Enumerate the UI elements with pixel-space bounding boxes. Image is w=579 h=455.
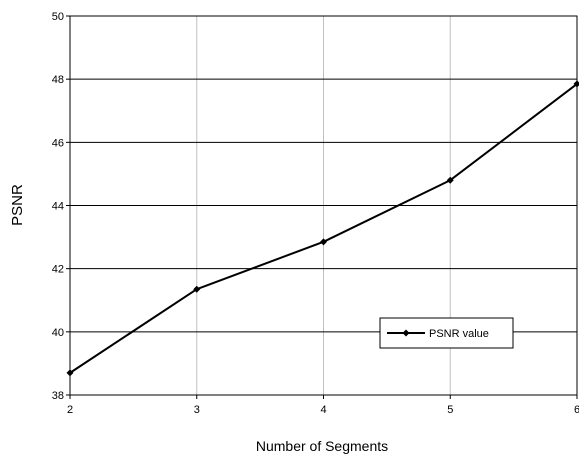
x-tick-label-4: 4 bbox=[320, 404, 326, 416]
data-point-5 bbox=[446, 176, 454, 184]
legend-marker bbox=[402, 329, 410, 337]
data-point-2 bbox=[66, 369, 74, 377]
legend: PSNR value bbox=[379, 317, 514, 349]
x-tick-label-6: 6 bbox=[574, 404, 579, 416]
x-tick-label-5: 5 bbox=[447, 404, 453, 416]
data-point-6 bbox=[573, 80, 579, 88]
y-tick-label-46: 46 bbox=[52, 137, 64, 149]
y-tick-label-38: 38 bbox=[52, 390, 64, 402]
grid-layer bbox=[70, 16, 577, 395]
y-tick-label-50: 50 bbox=[52, 11, 64, 23]
data-point-4 bbox=[320, 238, 327, 246]
y-axis-title: PSNR bbox=[9, 184, 26, 226]
y-tick-label-44: 44 bbox=[52, 201, 64, 213]
y-axis-tick-labels: 38 40 42 44 46 48 50 bbox=[52, 11, 70, 402]
x-axis-title: Number of Segments bbox=[256, 438, 388, 454]
series-layer bbox=[66, 80, 579, 377]
data-point-3 bbox=[193, 285, 201, 293]
legend-label-psnr-value: PSNR value bbox=[429, 328, 489, 340]
y-tick-label-40: 40 bbox=[52, 327, 64, 339]
x-tick-label-3: 3 bbox=[194, 404, 200, 416]
y-tick-label-42: 42 bbox=[52, 264, 64, 276]
x-tick-label-2: 2 bbox=[67, 404, 73, 416]
x-axis-tick-labels: 2 3 4 5 6 bbox=[67, 395, 579, 416]
y-tick-label-48: 48 bbox=[52, 74, 64, 86]
